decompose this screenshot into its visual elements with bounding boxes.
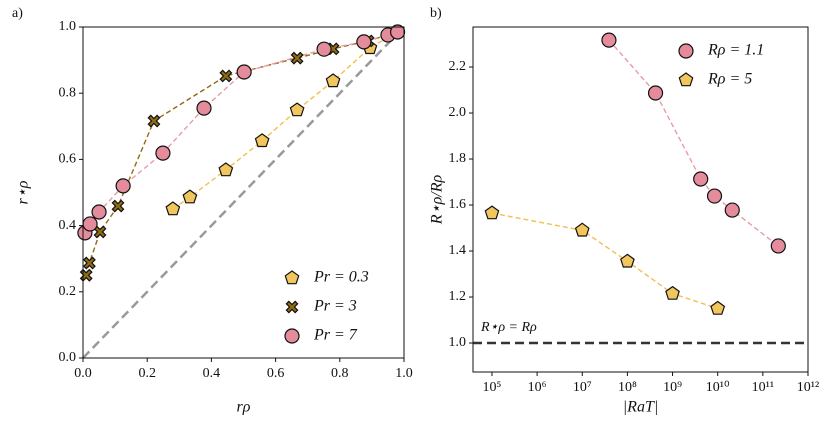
marker bbox=[284, 270, 300, 285]
series-line bbox=[608, 39, 779, 247]
marker bbox=[115, 178, 131, 194]
y-tick-label: 1.0 bbox=[449, 335, 467, 350]
marker bbox=[678, 43, 694, 59]
x-tick-label: 10¹¹ bbox=[752, 380, 774, 395]
marker bbox=[236, 64, 252, 80]
x-axis-label: |RaT| bbox=[623, 399, 658, 416]
x-tick-label: 0.8 bbox=[331, 366, 349, 381]
marker bbox=[285, 300, 299, 314]
marker bbox=[254, 133, 270, 148]
series-line bbox=[172, 31, 398, 210]
x-tick-label: 10⁷ bbox=[573, 380, 592, 395]
x-tick-label: 10⁶ bbox=[528, 380, 547, 395]
y-tick-label: 2.2 bbox=[449, 59, 467, 74]
marker bbox=[647, 85, 664, 101]
y-tick-label: 0.2 bbox=[59, 284, 77, 299]
marker bbox=[601, 32, 617, 48]
marker bbox=[93, 225, 107, 239]
marker bbox=[325, 73, 341, 88]
marker bbox=[219, 69, 233, 83]
marker bbox=[770, 238, 786, 254]
y-axis-label: R⋆ρ/Rρ bbox=[429, 175, 446, 226]
panel-label: a) bbox=[12, 6, 23, 21]
marker bbox=[284, 328, 300, 344]
marker bbox=[724, 202, 740, 218]
series-line bbox=[491, 212, 718, 310]
marker bbox=[316, 41, 332, 57]
x-tick-label: 0.0 bbox=[74, 366, 92, 381]
marker bbox=[155, 145, 171, 161]
marker bbox=[356, 34, 372, 50]
marker bbox=[678, 72, 694, 87]
y-tick-label: 2.0 bbox=[449, 105, 467, 120]
x-tick-label: 0.2 bbox=[138, 366, 156, 381]
x-tick-label: 10¹⁰ bbox=[706, 380, 730, 395]
marker bbox=[82, 256, 96, 270]
marker bbox=[620, 253, 635, 268]
y-tick-label: 1.8 bbox=[449, 151, 467, 166]
series-line bbox=[85, 31, 398, 276]
marker bbox=[706, 188, 723, 204]
x-tick-label: 0.4 bbox=[203, 366, 221, 381]
marker bbox=[218, 162, 234, 177]
marker bbox=[290, 51, 304, 65]
marker bbox=[710, 300, 726, 315]
x-tick-label: 10¹² bbox=[797, 380, 819, 395]
x-tick-label: 1.0 bbox=[395, 366, 413, 381]
y-tick-label: 1.4 bbox=[449, 243, 467, 258]
x-tick-label: 10⁵ bbox=[483, 380, 502, 395]
marker bbox=[147, 114, 161, 128]
panel-label: b) bbox=[430, 6, 442, 21]
y-tick-label: 1.6 bbox=[449, 197, 467, 212]
marker bbox=[693, 171, 709, 187]
reference-diagonal bbox=[82, 26, 405, 359]
y-tick-label: 0.0 bbox=[59, 350, 77, 365]
marker bbox=[574, 222, 590, 237]
y-tick-label: 1.2 bbox=[449, 289, 467, 304]
plot-frame bbox=[472, 26, 809, 373]
marker bbox=[389, 24, 406, 40]
x-tick-label: 0.6 bbox=[267, 366, 285, 381]
marker bbox=[484, 205, 500, 220]
series-line bbox=[84, 31, 398, 234]
y-tick-label: 1.0 bbox=[59, 19, 77, 34]
marker bbox=[196, 100, 212, 116]
marker bbox=[165, 201, 181, 216]
legend-label: Rρ = 5 bbox=[707, 71, 752, 88]
x-tick-label: 10⁸ bbox=[618, 380, 637, 395]
plot-frame bbox=[82, 26, 405, 359]
marker bbox=[111, 199, 125, 213]
y-tick-label: 0.6 bbox=[59, 152, 77, 167]
x-tick-label: 10⁹ bbox=[663, 380, 682, 395]
legend-label: Pr = 3 bbox=[313, 298, 357, 315]
legend-label: Pr = 7 bbox=[313, 327, 358, 344]
marker bbox=[79, 268, 93, 282]
marker bbox=[665, 285, 680, 300]
y-tick-label: 0.4 bbox=[59, 218, 77, 233]
marker bbox=[289, 102, 305, 117]
marker bbox=[182, 189, 198, 204]
reference-label: R⋆ρ = Rρ bbox=[480, 320, 537, 335]
legend-label: Pr = 0.3 bbox=[313, 269, 369, 286]
legend-label: Rρ = 1.1 bbox=[707, 42, 764, 59]
x-axis-label: rρ bbox=[237, 399, 251, 416]
marker bbox=[82, 216, 98, 232]
marker bbox=[91, 204, 107, 220]
y-axis-label: r⋆ρ bbox=[15, 180, 32, 204]
y-tick-label: 0.8 bbox=[59, 85, 77, 100]
